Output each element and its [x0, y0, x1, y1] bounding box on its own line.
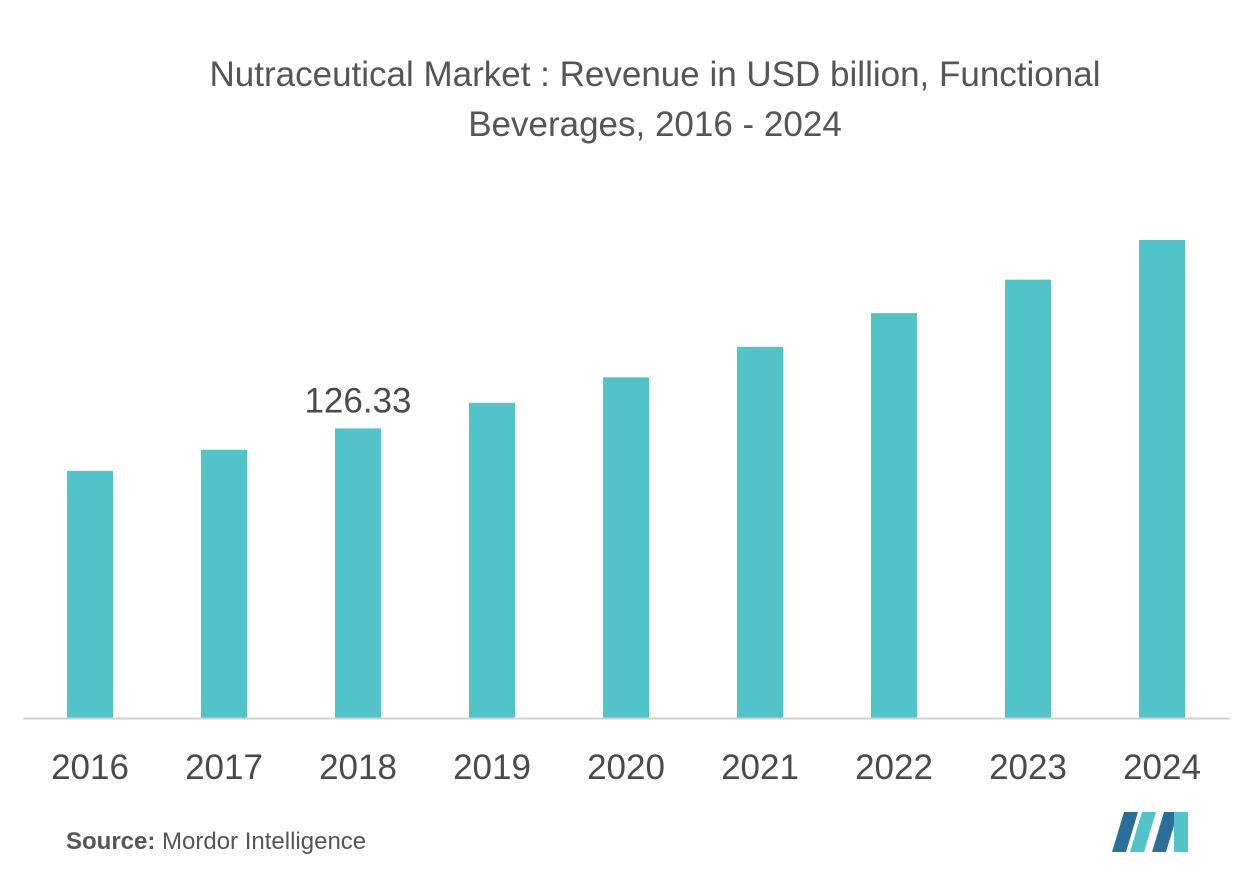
x-tick-label-2019: 2019: [453, 748, 531, 787]
x-tick-label-2023: 2023: [989, 748, 1067, 787]
x-tick-labels: 2016 2017 2018 2019 2020 2021 2022 2023 2024: [51, 748, 1201, 787]
x-tick-label-2018: 2018: [319, 748, 397, 787]
data-labels: 126.33: [304, 381, 411, 420]
x-tick-label-2016: 2016: [51, 748, 129, 787]
source-note: Source: Mordor Intelligence: [66, 828, 366, 856]
bar-2022: [871, 313, 917, 718]
bar-2018: [335, 428, 381, 718]
x-tick-label-2024: 2024: [1123, 748, 1201, 787]
x-tick-label-2020: 2020: [587, 748, 665, 787]
data-label-2018: 126.33: [304, 381, 411, 420]
source-label: Source:: [66, 828, 156, 855]
bar-2021: [737, 346, 783, 718]
x-tick-label-2022: 2022: [855, 748, 933, 787]
bar-2017: [201, 449, 247, 718]
bar-2016: [67, 470, 113, 718]
x-tick-label-2021: 2021: [721, 748, 799, 787]
source-text: Mordor Intelligence: [162, 828, 367, 855]
bars-group: [67, 240, 1185, 718]
x-tick-label-2017: 2017: [185, 748, 263, 787]
chart-title-line-1: Nutraceutical Market : Revenue in USD bi…: [209, 55, 1101, 94]
chart-title-line-2: Beverages, 2016 - 2024: [468, 105, 842, 144]
bar-2019: [469, 402, 515, 718]
chart-title: Nutraceutical Market : Revenue in USD bi…: [120, 50, 1190, 150]
bar-2020: [603, 377, 649, 718]
bar-2024: [1139, 240, 1185, 718]
bar-2023: [1005, 279, 1051, 718]
mordor-intelligence-logo-icon: [1112, 812, 1188, 852]
